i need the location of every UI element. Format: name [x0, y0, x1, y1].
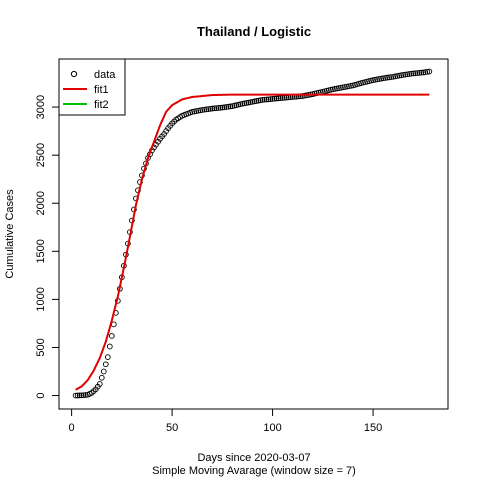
data-point: [382, 75, 388, 81]
y-tick-label: 1000: [35, 287, 47, 311]
data-point: [82, 392, 89, 398]
y-tick-label: 0: [35, 392, 47, 398]
legend-box: [58, 58, 126, 116]
data-point: [106, 343, 113, 350]
chart-title: Thailand / Logistic: [197, 24, 311, 39]
data-point: [225, 103, 232, 110]
legend-label-fit2: fit2: [94, 99, 109, 111]
data-point: [422, 69, 429, 75]
data-point: [424, 68, 431, 75]
data-point: [213, 105, 220, 111]
data-point: [267, 96, 274, 102]
y-tick-label: 1500: [35, 239, 47, 263]
data-point: [408, 70, 415, 77]
data-point: [263, 96, 270, 103]
chart-subtitle: Simple Moving Avarage (window size = 7): [152, 465, 356, 477]
data-point: [261, 96, 268, 103]
data-point: [271, 95, 278, 102]
data-point: [273, 95, 280, 102]
data-point: [269, 96, 276, 102]
x-tick-label: 50: [166, 422, 178, 434]
data-point: [412, 70, 419, 77]
legend: data fit1 fit2: [58, 58, 126, 116]
data-point: [265, 96, 272, 103]
y-tick-label: 500: [35, 338, 47, 356]
data-point: [217, 104, 224, 111]
data-point: [98, 374, 105, 381]
data-point: [275, 95, 282, 102]
data-point: [410, 70, 417, 77]
data-point: [72, 392, 79, 399]
data-point: [221, 104, 228, 111]
data-point: [404, 71, 411, 78]
data-point: [102, 361, 109, 368]
y-tick-label: 2500: [35, 143, 47, 167]
data-point: [211, 105, 218, 112]
data-point: [203, 106, 210, 113]
x-tick-label: 0: [69, 422, 75, 434]
data-point: [402, 71, 409, 78]
data-point: [414, 70, 421, 76]
data-point: [400, 72, 407, 78]
data-point: [209, 105, 216, 112]
data-point: [277, 95, 284, 101]
data-point: [426, 68, 433, 75]
legend-data-marker: [70, 70, 78, 78]
data-point: [78, 392, 85, 399]
data-point: [108, 333, 115, 339]
data-point: [420, 69, 427, 76]
series-data: [72, 68, 433, 399]
data-point: [76, 392, 83, 399]
y-axis-label: Cumulative Cases: [4, 189, 16, 279]
y-axis: 0 500 1000 1500 2000 2500 3000: [35, 95, 60, 399]
data-point: [80, 392, 87, 399]
data-point: [201, 106, 208, 113]
data-point: [223, 104, 230, 110]
legend-label-data: data: [94, 69, 116, 81]
data-point: [418, 69, 425, 76]
data-point: [219, 104, 226, 111]
data-point: [406, 71, 413, 77]
x-axis-label: Days since 2020-03-07: [197, 452, 310, 464]
data-point: [100, 368, 107, 375]
x-tick-label: 150: [364, 422, 382, 434]
data-point: [416, 69, 423, 76]
data-point: [259, 97, 266, 103]
data-point: [388, 74, 395, 80]
series-fit1-line: [75, 93, 430, 391]
data-point: [386, 74, 393, 81]
data-point: [380, 75, 386, 82]
data-point: [384, 74, 391, 81]
data-point: [227, 103, 234, 110]
x-tick-label: 100: [263, 422, 281, 434]
x-axis: 0 50 100 150: [69, 408, 382, 434]
data-point: [199, 107, 206, 113]
data-point: [205, 106, 212, 112]
y-tick-label: 2000: [35, 191, 47, 215]
data-point: [96, 381, 103, 387]
plot-area: [72, 68, 433, 399]
data-point: [207, 105, 214, 112]
y-tick-label: 3000: [35, 95, 47, 119]
data-point: [215, 105, 222, 111]
data-point: [104, 354, 111, 360]
legend-label-fit1: fit1: [94, 84, 109, 96]
data-point: [74, 392, 81, 399]
